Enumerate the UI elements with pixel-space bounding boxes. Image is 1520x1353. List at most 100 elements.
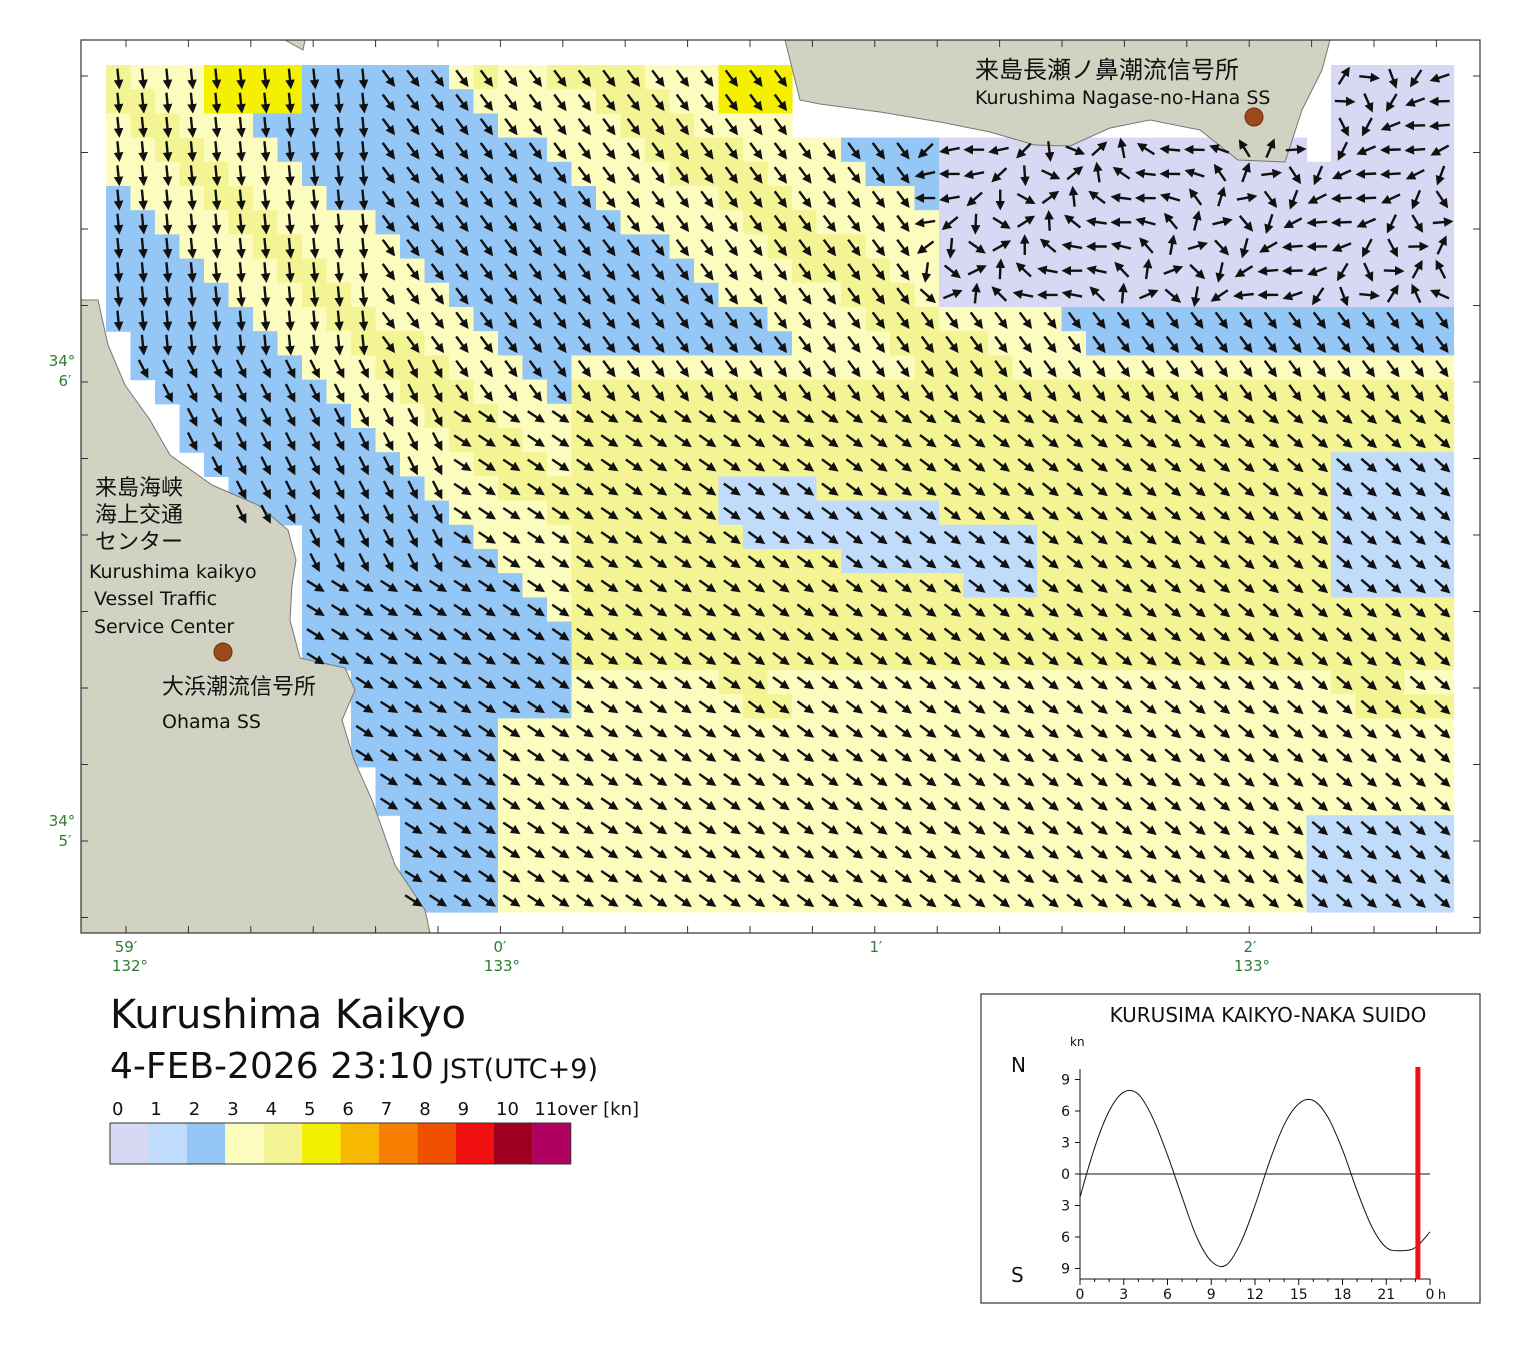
x-tick-label: 15 <box>1290 1287 1308 1303</box>
current-arrow <box>138 213 148 235</box>
current-arrow <box>187 189 197 211</box>
svg-text:6′: 6′ <box>59 372 73 390</box>
current-arrow <box>285 92 295 114</box>
current-arrow <box>236 189 246 211</box>
current-arrow <box>285 141 295 163</box>
station-label-ohama-en: Ohama SS <box>162 711 261 733</box>
current-arrow <box>334 262 344 284</box>
current-arrow <box>260 262 271 284</box>
current-arrow <box>162 68 173 90</box>
current-arrow <box>309 262 320 284</box>
current-arrow <box>358 237 369 259</box>
legend-label: 10 <box>496 1099 519 1120</box>
legend-labels: 0 1 2 3 4 5 6 7 8 9 10 11over [kn] <box>112 1099 639 1120</box>
legend-swatch <box>532 1123 571 1164</box>
current-arrow <box>260 165 271 187</box>
current-arrow <box>187 262 197 284</box>
legend-label: 7 <box>381 1099 392 1120</box>
legend-swatch <box>417 1123 456 1164</box>
legend-label: 0 <box>112 1099 123 1120</box>
current-arrow <box>358 213 369 235</box>
current-arrow <box>236 92 246 114</box>
current-arrow <box>211 189 222 211</box>
current-arrow <box>113 189 124 211</box>
current-arrow <box>358 334 369 356</box>
current-arrow <box>1383 265 1405 276</box>
current-arrow <box>1355 193 1377 204</box>
lat-label-5: 34° 5′ <box>49 812 76 850</box>
svg-text:センター: センター <box>95 530 183 555</box>
svg-text:2′: 2′ <box>1244 938 1258 956</box>
current-arrow <box>187 141 197 163</box>
current-arrow <box>334 68 344 90</box>
current-arrow <box>358 116 369 138</box>
current-arrow <box>211 116 222 138</box>
current-arrow <box>1281 241 1303 252</box>
current-arrow <box>1118 282 1128 304</box>
legend-swatch <box>340 1123 379 1164</box>
current-arrow <box>1330 217 1352 228</box>
svg-text:132°: 132° <box>112 957 148 975</box>
current-arrow <box>1068 185 1079 207</box>
current-arrow <box>1330 193 1352 204</box>
current-arrow <box>211 310 222 332</box>
current-arrow <box>162 189 173 211</box>
current-arrow <box>358 189 369 211</box>
current-arrow <box>285 310 295 332</box>
svg-text:1′: 1′ <box>870 938 884 956</box>
x-unit-label: h <box>1438 1288 1446 1303</box>
current-arrow <box>211 237 222 259</box>
legend-swatch <box>455 1123 494 1164</box>
current-arrow <box>285 237 295 259</box>
current-arrow <box>358 92 369 114</box>
x-tick-label: 0 <box>1426 1287 1435 1303</box>
current-arrow <box>285 262 295 284</box>
current-arrow <box>113 310 124 332</box>
current-arrow <box>1306 217 1328 228</box>
current-arrow <box>260 310 271 332</box>
current-arrow <box>260 286 271 308</box>
station-label-ohama-ja: 大浜潮流信号所 <box>162 675 316 700</box>
current-arrow <box>334 189 344 211</box>
current-arrow <box>236 310 246 332</box>
current-arrow <box>113 141 124 163</box>
current-arrow <box>113 165 124 187</box>
current-arrow <box>113 68 124 90</box>
current-arrow <box>946 237 956 259</box>
current-arrow <box>260 213 271 235</box>
lat-label-6: 34° 6′ <box>49 352 76 390</box>
current-arrow <box>334 141 344 163</box>
x-tick-label: 12 <box>1246 1287 1264 1303</box>
current-arrow <box>1334 96 1356 107</box>
current-arrow <box>138 334 148 356</box>
x-tick-label: 21 <box>1377 1287 1395 1303</box>
current-arrow <box>236 68 246 90</box>
current-arrow <box>309 68 320 90</box>
current-arrow <box>260 141 271 163</box>
legend-label: 6 <box>342 1099 353 1120</box>
current-arrow <box>236 334 246 356</box>
current-arrow <box>113 286 124 308</box>
current-arrow <box>113 213 124 235</box>
current-arrow <box>285 116 295 138</box>
current-arrow <box>187 237 197 259</box>
current-arrow <box>309 334 320 356</box>
current-arrow <box>285 334 295 356</box>
svg-text:34°: 34° <box>49 812 76 830</box>
svg-text:133°: 133° <box>484 957 520 975</box>
current-arrow <box>211 334 222 356</box>
chart-frame <box>980 993 1481 1304</box>
legend-label: 2 <box>189 1099 200 1120</box>
svg-text:Vessel Traffic: Vessel Traffic <box>94 588 217 610</box>
north-label: N <box>1011 1053 1026 1077</box>
current-arrow <box>1379 169 1401 179</box>
legend-label: 3 <box>227 1099 238 1120</box>
current-arrow <box>138 141 148 163</box>
current-arrow <box>187 68 197 90</box>
legend-swatches <box>109 1122 572 1165</box>
current-arrow <box>138 68 148 90</box>
current-arrow <box>162 286 173 308</box>
y-tick-label: 9 <box>1061 1073 1070 1089</box>
current-arrow <box>211 286 222 308</box>
current-arrow <box>162 310 173 332</box>
